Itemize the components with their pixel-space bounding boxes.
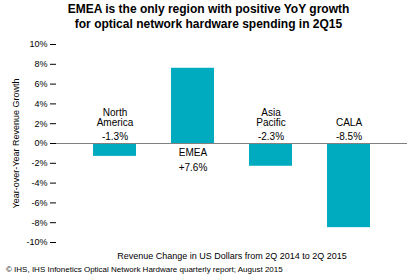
svg-text:8%: 8% [34, 59, 47, 69]
svg-text:-8%: -8% [31, 218, 47, 228]
svg-text:+7.6%: +7.6% [179, 162, 208, 173]
html-text:© IHS, IHS Infonetics Optical: © IHS, IHS Infonetics Optical Network Ha… [6, 265, 283, 274]
svg-text:-8.5%: -8.5% [336, 131, 362, 142]
svg-text:10%: 10% [29, 39, 47, 49]
svg-text:NorthAmerica: NorthAmerica [97, 107, 134, 128]
svg-text:CALA: CALA [336, 117, 362, 128]
svg-text:2%: 2% [34, 119, 47, 129]
svg-text:-1.3%: -1.3% [102, 131, 128, 142]
svg-text:-6%: -6% [31, 198, 47, 208]
svg-text:Year-over-Year Revenue Growth: Year-over-Year Revenue Growth [11, 79, 21, 209]
svg-text:-2%: -2% [31, 158, 47, 168]
svg-text:AsiaPacific: AsiaPacific [256, 107, 285, 128]
svg-text:EMEA: EMEA [179, 147, 208, 158]
svg-text:-4%: -4% [31, 178, 47, 188]
svg-text:4%: 4% [34, 99, 47, 109]
svg-text:6%: 6% [34, 79, 47, 89]
svg-text:-10%: -10% [26, 237, 47, 247]
svg-text:Revenue Change in US Dollars f: Revenue Change in US Dollars from 2Q 201… [117, 251, 347, 261]
html-text:EMEA is the only region with p: EMEA is the only region with positive Yo… [67, 2, 350, 31]
svg-text:-2.3%: -2.3% [258, 131, 284, 142]
svg-text:0%: 0% [34, 138, 47, 148]
